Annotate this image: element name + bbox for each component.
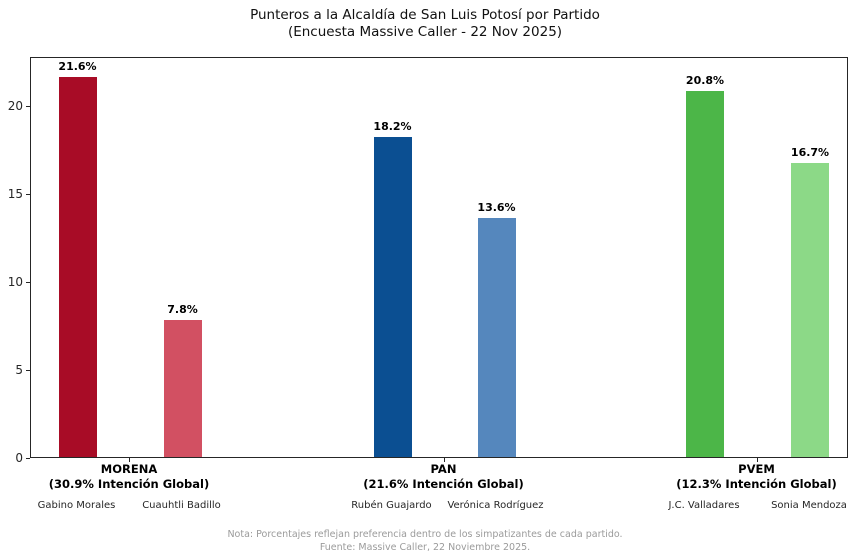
- bar-value-label: 13.6%: [477, 200, 516, 214]
- x-tick-mark: [756, 458, 758, 462]
- chart-title-line1: Punteros a la Alcaldía de San Luis Potos…: [250, 7, 600, 23]
- party-global-intention: (30.9% Intención Global): [48, 476, 210, 491]
- party-label-pan: PAN (21.6% Intención Global): [284, 462, 604, 491]
- bar-pvem-2: [791, 163, 829, 457]
- party-global-intention: (21.6% Intención Global): [363, 476, 524, 491]
- y-tick-label: 20: [7, 99, 23, 114]
- party-label-pvem: PVEM (12.3% Intención Global): [597, 462, 850, 491]
- y-tick-mark: [26, 106, 30, 108]
- candidate-label: Verónica Rodríguez: [447, 500, 544, 511]
- y-tick-label: 15: [7, 187, 23, 202]
- bar-value-label: 20.8%: [685, 74, 725, 88]
- chart-title-line2: (Encuesta Massive Caller - 22 Nov 2025): [287, 24, 563, 40]
- candidate-label: Gabino Morales: [37, 500, 116, 511]
- y-tick-label: 5: [15, 363, 23, 378]
- bar-pvem-1: [686, 91, 724, 457]
- candidate-label: Sonia Mendoza: [771, 500, 847, 511]
- bar-value-label: 21.6%: [58, 60, 97, 74]
- bar-pan-2: [477, 217, 516, 457]
- y-tick-mark: [26, 282, 30, 284]
- party-name: MORENA: [100, 462, 158, 476]
- bar-morena-1: [58, 77, 97, 457]
- party-name: PAN: [430, 462, 457, 476]
- candidate-label: J.C. Valladares: [668, 500, 740, 511]
- y-tick-mark: [26, 370, 30, 372]
- plot-area: 21.6% 7.8% 18.2% 13.6% 20.8% 16.7%: [30, 57, 848, 458]
- candidate-label: Rubén Guajardo: [351, 500, 432, 511]
- bar-pan-1: [373, 136, 412, 457]
- footer-source-line2: Fuente: Massive Caller, 22 Noviembre 202…: [319, 542, 531, 553]
- y-tick-mark: [26, 458, 30, 459]
- party-name: PVEM: [738, 462, 775, 476]
- candidate-label: Cuauhtli Badillo: [142, 500, 221, 511]
- x-tick-mark: [443, 458, 445, 462]
- footer-note: Nota: Porcentajes reflejan preferencia d…: [0, 528, 850, 554]
- chart-title: Punteros a la Alcaldía de San Luis Potos…: [0, 7, 850, 41]
- party-global-intention: (12.3% Intención Global): [676, 476, 837, 491]
- bar-value-label: 7.8%: [167, 302, 198, 316]
- bar-value-label: 16.7%: [790, 146, 830, 160]
- x-tick-mark: [129, 458, 130, 462]
- bar-morena-2: [163, 319, 202, 457]
- y-tick-mark: [26, 194, 30, 196]
- party-label-morena: MORENA (30.9% Intención Global): [0, 462, 289, 491]
- y-tick-label: 0: [15, 451, 23, 465]
- footer-note-line1: Nota: Porcentajes reflejan preferencia d…: [227, 529, 623, 540]
- bar-value-label: 18.2%: [373, 119, 412, 133]
- y-tick-label: 10: [7, 275, 23, 290]
